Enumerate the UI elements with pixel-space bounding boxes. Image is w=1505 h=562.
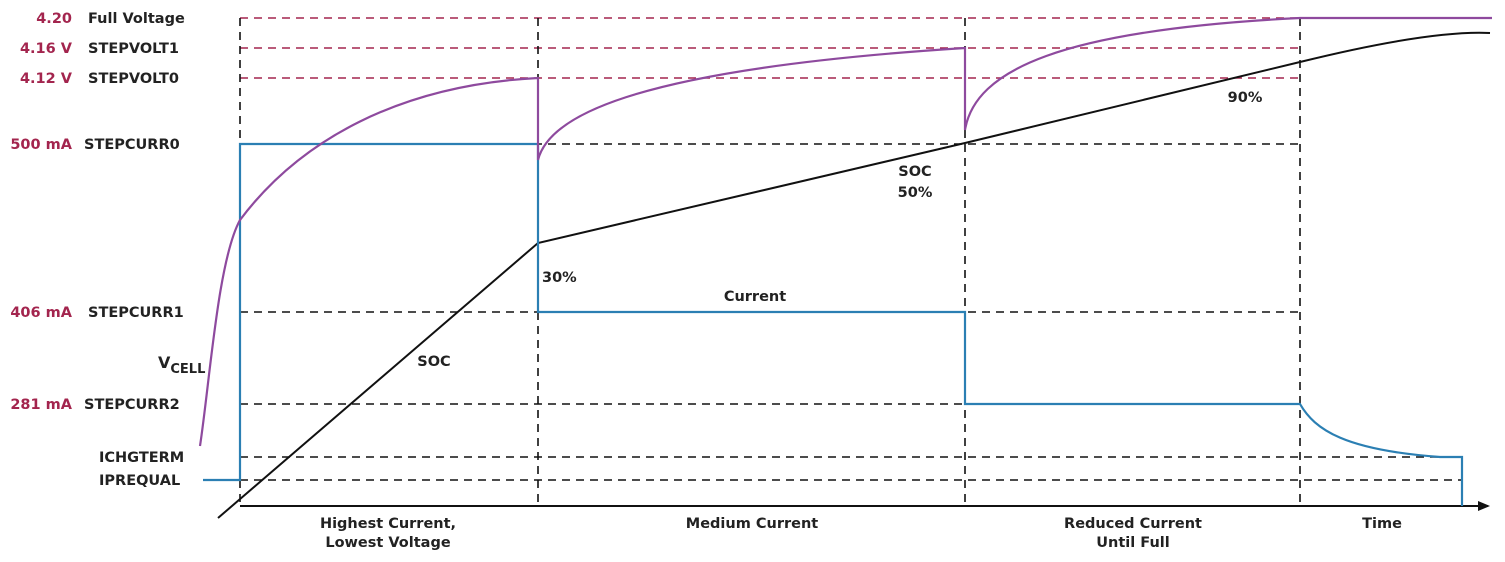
- stepvolt0-value: 4.12 V: [20, 71, 73, 87]
- stepvolt1-value: 4.16 V: [20, 41, 73, 57]
- current-curve-label: Current: [724, 289, 786, 305]
- vcell-label: VCELL: [158, 353, 205, 377]
- phase3-label-line1: Reduced Current: [1064, 516, 1202, 532]
- voltage-guide-lines: [240, 17, 1300, 79]
- stepcurr0-value: 500 mA: [10, 137, 72, 153]
- soc-curve-end: [1299, 31, 1491, 63]
- vcell-subscript: CELL: [170, 362, 205, 377]
- time-axis-label: Time: [1362, 516, 1402, 532]
- soc-curve: [217, 61, 1301, 519]
- soc-90-percent: 90%: [1228, 90, 1263, 106]
- soc-curve-label: SOC: [417, 354, 450, 370]
- stepcurr2-value: 281 mA: [10, 397, 72, 413]
- phase1-label-line2: Lowest Voltage: [325, 535, 450, 551]
- phase-dividers: [239, 18, 1301, 506]
- soc-mid-label: SOC: [898, 164, 931, 180]
- full-voltage-value: 4.20: [36, 11, 72, 27]
- soc-30-percent: 30%: [542, 270, 577, 286]
- phase2-label: Medium Current: [686, 516, 819, 532]
- current-curve: [203, 142, 1464, 506]
- voltage-curve: [198, 16, 1492, 447]
- ichgterm-label: ICHGTERM: [99, 450, 184, 466]
- stepcurr0-label: STEPCURR0: [84, 137, 180, 153]
- stepcurr1-label: STEPCURR1: [88, 305, 184, 321]
- stepcurr2-label: STEPCURR2: [84, 397, 180, 413]
- stepcurr1-value: 406 mA: [10, 305, 72, 321]
- soc-mid-percent: 50%: [898, 185, 933, 201]
- stepvolt1-label: STEPVOLT1: [88, 41, 179, 57]
- phase1-label-line1: Highest Current,: [320, 516, 456, 532]
- full-voltage-label: Full Voltage: [88, 11, 185, 27]
- stepvolt0-label: STEPVOLT0: [88, 71, 179, 87]
- vcell-main: V: [158, 353, 171, 372]
- phase3-label-line2: Until Full: [1096, 535, 1169, 551]
- iprequal-label: IPREQUAL: [99, 473, 180, 489]
